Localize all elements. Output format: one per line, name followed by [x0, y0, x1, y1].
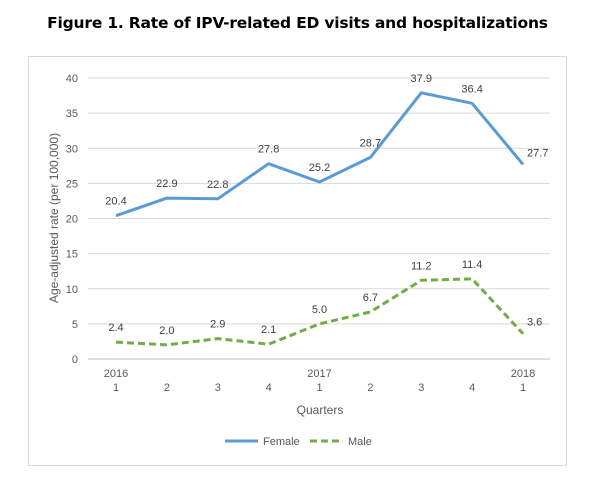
data-label-female: 25.2	[309, 162, 330, 174]
y-tick-label: 25	[66, 178, 78, 190]
x-tick-quarter-label: 4	[469, 382, 475, 394]
x-axis-ticks: 2016 1 2 3 4 2017 1 2 3 4 2018 1	[104, 368, 535, 394]
x-tick-quarter-label: 1	[520, 382, 526, 394]
y-tick-label: 20	[66, 214, 78, 226]
data-label-female: 22.9	[156, 178, 177, 190]
y-tick-label: 40	[66, 73, 78, 85]
x-tick-quarter-label: 1	[316, 382, 322, 394]
y-tick-label: 35	[66, 108, 78, 120]
y-tick-label: 10	[66, 284, 78, 296]
data-label-male: 2.1	[261, 324, 276, 336]
y-tick-label: 30	[66, 143, 78, 155]
legend-label-male: Male	[348, 436, 372, 448]
series-lines	[115, 91, 525, 347]
x-tick-year-label: 2018	[511, 368, 535, 380]
y-tick-label: 0	[72, 354, 78, 366]
x-tick-quarter-label: 2	[367, 382, 373, 394]
data-label-male: 6.7	[363, 292, 378, 304]
data-label-male: 3.6	[527, 317, 542, 329]
data-label-male: 11.2	[411, 260, 432, 272]
data-label-female: 36.4	[461, 83, 482, 95]
x-tick-year-label: 2017	[307, 368, 331, 380]
data-label-female: 22.8	[207, 179, 228, 191]
y-tick-label: 15	[66, 249, 78, 261]
data-label-female: 27.7	[527, 147, 548, 159]
chart-frame	[28, 56, 567, 466]
x-tick-quarter-label: 3	[215, 382, 221, 394]
legend-label-female: Female	[263, 436, 300, 448]
data-label-male: 11.4	[462, 259, 483, 271]
data-label-male: 5.0	[312, 304, 327, 316]
x-tick-quarter-label: 2	[164, 382, 170, 394]
gridlines	[88, 77, 550, 360]
x-tick-quarter-label: 1	[113, 382, 119, 394]
data-label-female: 37.9	[411, 73, 432, 85]
y-axis-ticks: 0 5 10 15 20 25 30 35 40	[66, 73, 78, 366]
figure-title: Figure 1. Rate of IPV-related ED visits …	[47, 14, 548, 32]
data-label-male: 2.0	[159, 325, 174, 337]
y-tick-label: 5	[72, 319, 78, 331]
data-label-female: 20.4	[105, 196, 126, 208]
data-label-male: 2.4	[108, 322, 123, 334]
data-label-male: 2.9	[210, 319, 225, 331]
series-line-male	[115, 277, 525, 347]
series-line-female	[115, 91, 525, 218]
legend: Female Male	[225, 436, 372, 448]
data-label-female: 28.7	[360, 137, 381, 149]
x-axis-title: Quarters	[297, 403, 344, 417]
y-axis-title: Age-adjusted rate (per 100,000)	[47, 133, 61, 303]
x-tick-quarter-label: 3	[418, 382, 424, 394]
data-label-female: 27.8	[258, 144, 279, 156]
x-tick-year-label: 2016	[104, 368, 128, 380]
data-labels: 20.4 22.9 22.8 27.8 25.2 28.7 37.9 36.4 27.7 2.4 2…	[105, 73, 548, 337]
x-tick-quarter-label: 4	[266, 382, 272, 394]
